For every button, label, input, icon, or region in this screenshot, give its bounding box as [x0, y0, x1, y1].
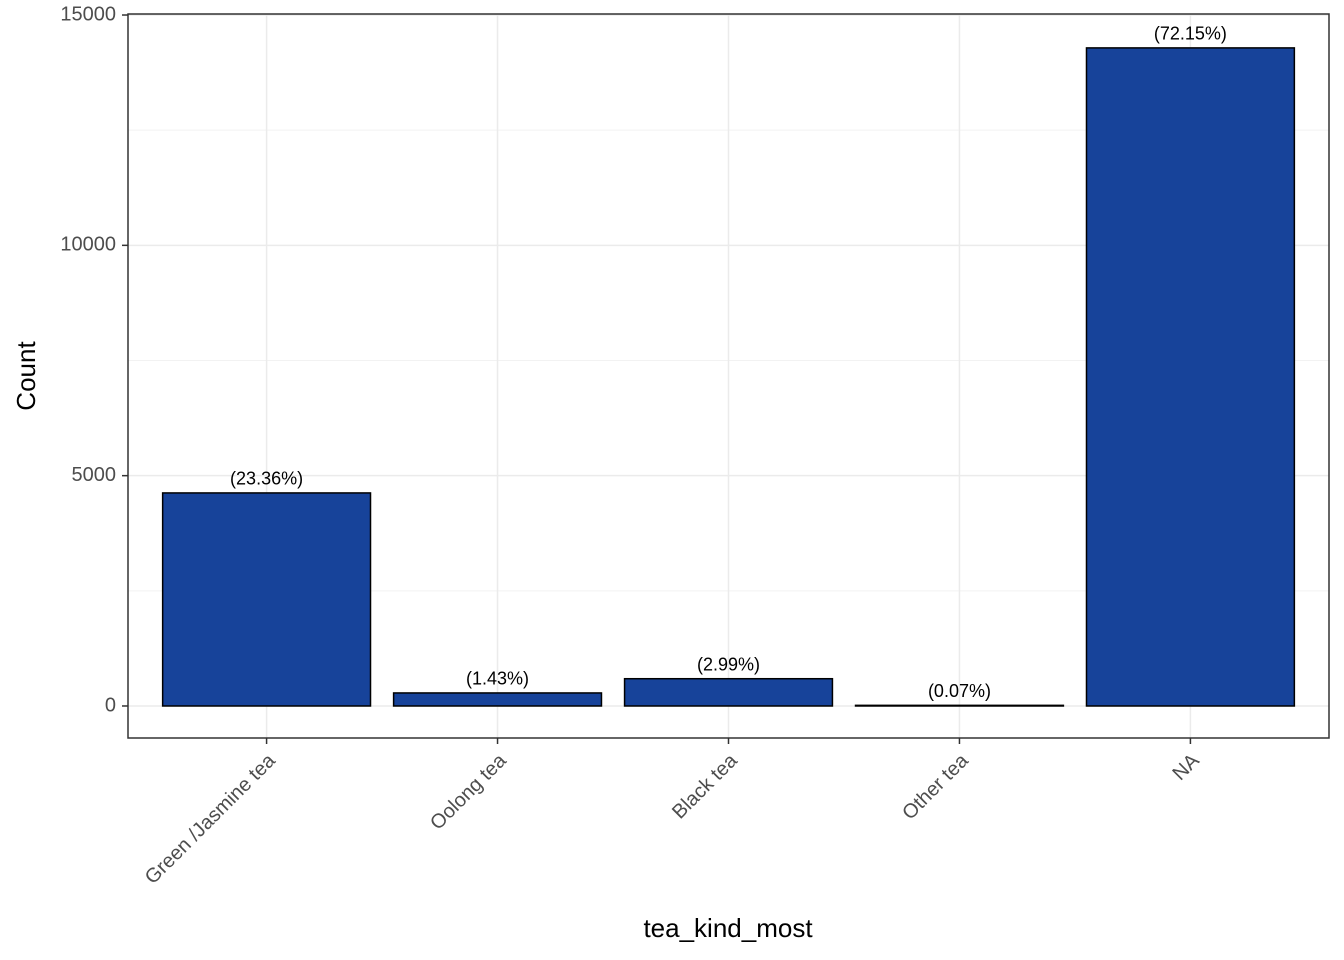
y-tick-label: 5000 — [72, 464, 117, 486]
y-tick-label: 0 — [105, 694, 116, 716]
bar — [392, 692, 603, 707]
value-label: (2.99%) — [697, 654, 760, 674]
value-label: (1.43%) — [466, 669, 529, 689]
x-axis-title: tea_kind_most — [643, 913, 813, 943]
bar — [1085, 47, 1296, 707]
bar — [854, 704, 1065, 707]
panel-border — [127, 13, 1330, 739]
y-tick-label: 15000 — [60, 3, 116, 25]
y-tick-label: 10000 — [60, 234, 116, 256]
value-label: (0.07%) — [928, 681, 991, 701]
y-axis-title: Count — [11, 341, 41, 411]
value-label: (23.36%) — [230, 469, 303, 489]
bar — [623, 677, 834, 707]
bar — [161, 492, 372, 707]
value-label: (72.15%) — [1154, 24, 1227, 44]
